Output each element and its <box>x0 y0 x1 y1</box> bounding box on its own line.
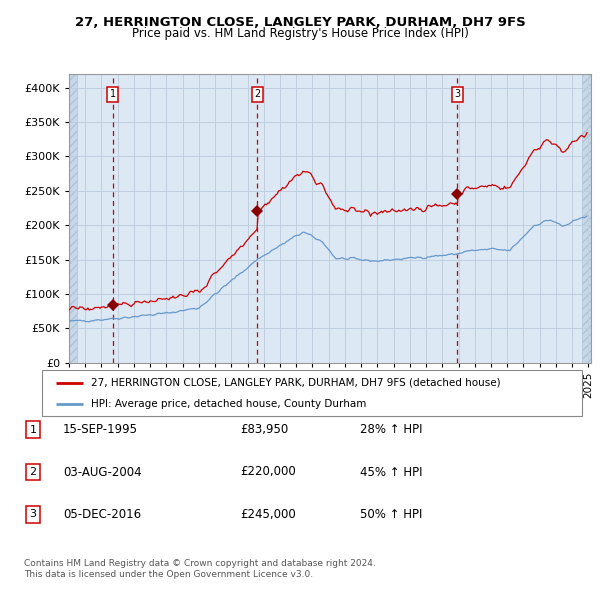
Text: 3: 3 <box>29 510 37 519</box>
Text: 1: 1 <box>110 90 116 99</box>
Text: HPI: Average price, detached house, County Durham: HPI: Average price, detached house, Coun… <box>91 399 366 409</box>
Text: £220,000: £220,000 <box>240 466 296 478</box>
Text: 45% ↑ HPI: 45% ↑ HPI <box>360 466 422 478</box>
Text: Contains HM Land Registry data © Crown copyright and database right 2024.: Contains HM Land Registry data © Crown c… <box>24 559 376 568</box>
Bar <box>69 74 77 363</box>
Text: 1: 1 <box>29 425 37 434</box>
Text: £83,950: £83,950 <box>240 423 288 436</box>
Text: 50% ↑ HPI: 50% ↑ HPI <box>360 508 422 521</box>
Text: 2: 2 <box>29 467 37 477</box>
Text: 3: 3 <box>454 90 460 99</box>
Text: 28% ↑ HPI: 28% ↑ HPI <box>360 423 422 436</box>
Text: 2: 2 <box>254 90 260 99</box>
FancyBboxPatch shape <box>42 370 582 416</box>
Text: 27, HERRINGTON CLOSE, LANGLEY PARK, DURHAM, DH7 9FS: 27, HERRINGTON CLOSE, LANGLEY PARK, DURH… <box>74 16 526 29</box>
Text: 15-SEP-1995: 15-SEP-1995 <box>63 423 138 436</box>
Bar <box>581 74 591 363</box>
Text: Price paid vs. HM Land Registry's House Price Index (HPI): Price paid vs. HM Land Registry's House … <box>131 27 469 40</box>
Text: 05-DEC-2016: 05-DEC-2016 <box>63 508 141 521</box>
Text: 03-AUG-2004: 03-AUG-2004 <box>63 466 142 478</box>
Text: £245,000: £245,000 <box>240 508 296 521</box>
Text: 27, HERRINGTON CLOSE, LANGLEY PARK, DURHAM, DH7 9FS (detached house): 27, HERRINGTON CLOSE, LANGLEY PARK, DURH… <box>91 378 500 388</box>
Text: This data is licensed under the Open Government Licence v3.0.: This data is licensed under the Open Gov… <box>24 571 313 579</box>
